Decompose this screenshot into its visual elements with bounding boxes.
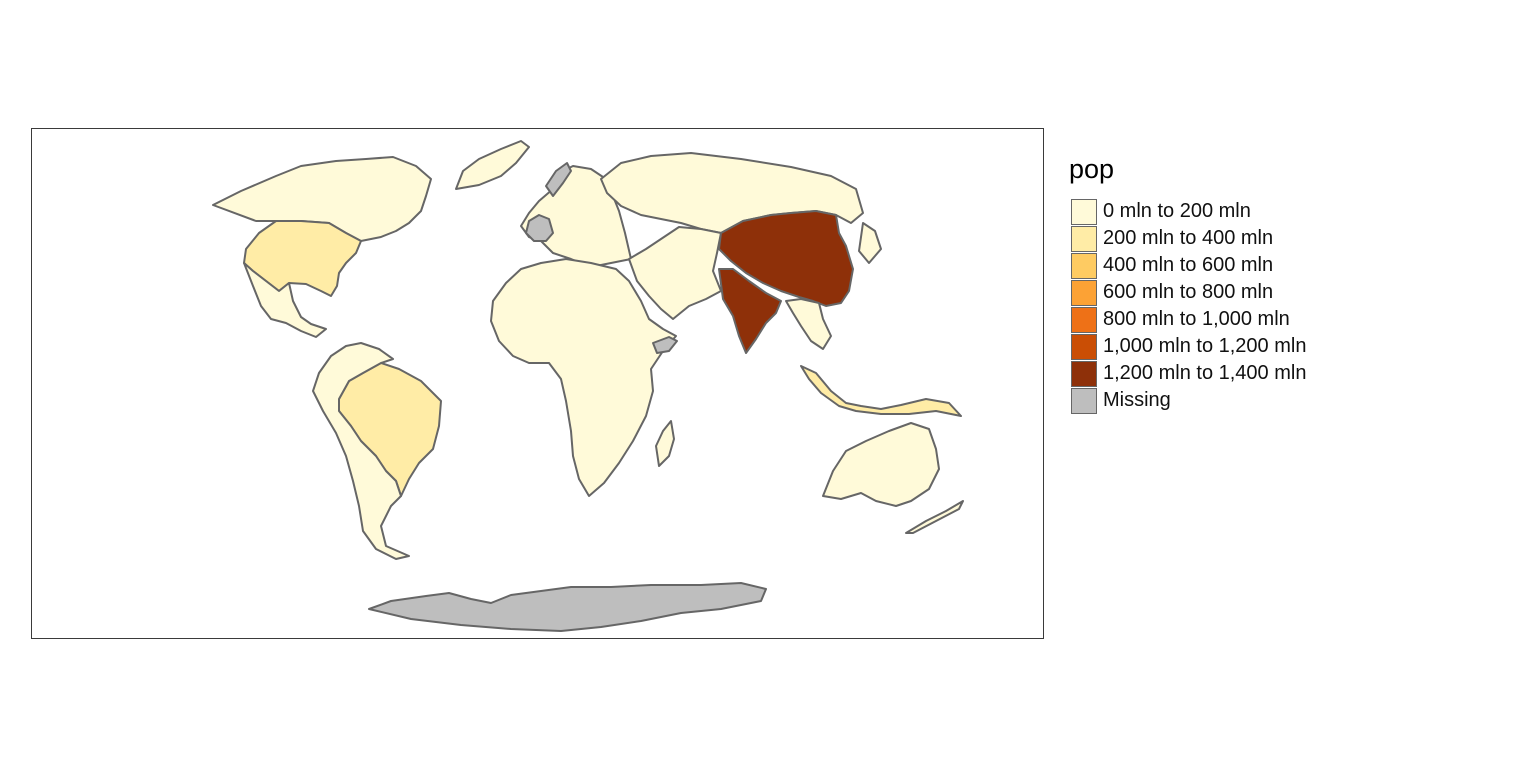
country-greenland xyxy=(455,140,530,190)
country-middle-east-central-asia xyxy=(628,226,722,320)
legend-item: 400 mln to 600 mln xyxy=(1069,252,1306,279)
country-australia xyxy=(822,422,940,507)
legend-label: 600 mln to 800 mln xyxy=(1103,281,1274,303)
legend-label: 400 mln to 600 mln xyxy=(1103,254,1274,276)
legend-item: 600 mln to 800 mln xyxy=(1069,279,1306,306)
country-south-america-other- xyxy=(312,342,410,560)
legend: pop 0 mln to 200 mln 200 mln to 400 mln 40… xyxy=(1069,153,1306,414)
country-mexico xyxy=(243,262,327,338)
country-china xyxy=(718,210,854,307)
country-new-zealand xyxy=(905,500,964,534)
country-japan xyxy=(858,222,882,264)
legend-item: 1,200 mln to 1,400 mln xyxy=(1069,360,1306,387)
legend-label: 200 mln to 400 mln xyxy=(1103,227,1274,249)
country-france xyxy=(525,214,554,242)
legend-item: 200 mln to 400 mln xyxy=(1069,225,1306,252)
legend-item: 1,000 mln to 1,200 mln xyxy=(1069,333,1306,360)
legend-label: 1,000 mln to 1,200 mln xyxy=(1103,335,1307,357)
country-indonesia xyxy=(800,365,962,417)
country-norway xyxy=(545,162,572,197)
country-india xyxy=(718,268,782,354)
country-madagascar xyxy=(655,420,675,467)
legend-label: 0 mln to 200 mln xyxy=(1103,200,1251,222)
country-antarctica xyxy=(368,582,767,632)
legend-label: Missing xyxy=(1103,389,1171,411)
legend-label: 1,200 mln to 1,400 mln xyxy=(1103,362,1307,384)
legend-swatch xyxy=(1071,279,1097,306)
legend-swatch xyxy=(1071,225,1097,252)
legend-items: 0 mln to 200 mln 200 mln to 400 mln 400 ml… xyxy=(1069,198,1306,414)
legend-swatch xyxy=(1071,360,1097,387)
legend-title: pop xyxy=(1069,154,1115,184)
legend-swatch xyxy=(1071,387,1097,414)
legend-label: 800 mln to 1,000 mln xyxy=(1103,308,1290,330)
legend-swatch xyxy=(1071,252,1097,279)
legend-item: 0 mln to 200 mln xyxy=(1069,198,1306,225)
world-map xyxy=(212,140,964,632)
country-somaliland xyxy=(652,336,678,354)
legend-swatch xyxy=(1071,333,1097,360)
country-africa xyxy=(490,258,677,497)
map-frame xyxy=(31,128,1044,639)
legend-item: 800 mln to 1,000 mln xyxy=(1069,306,1306,333)
legend-item: Missing xyxy=(1069,387,1306,414)
legend-swatch xyxy=(1071,306,1097,333)
legend-swatch xyxy=(1071,198,1097,225)
country-southeast-asia xyxy=(785,298,832,350)
